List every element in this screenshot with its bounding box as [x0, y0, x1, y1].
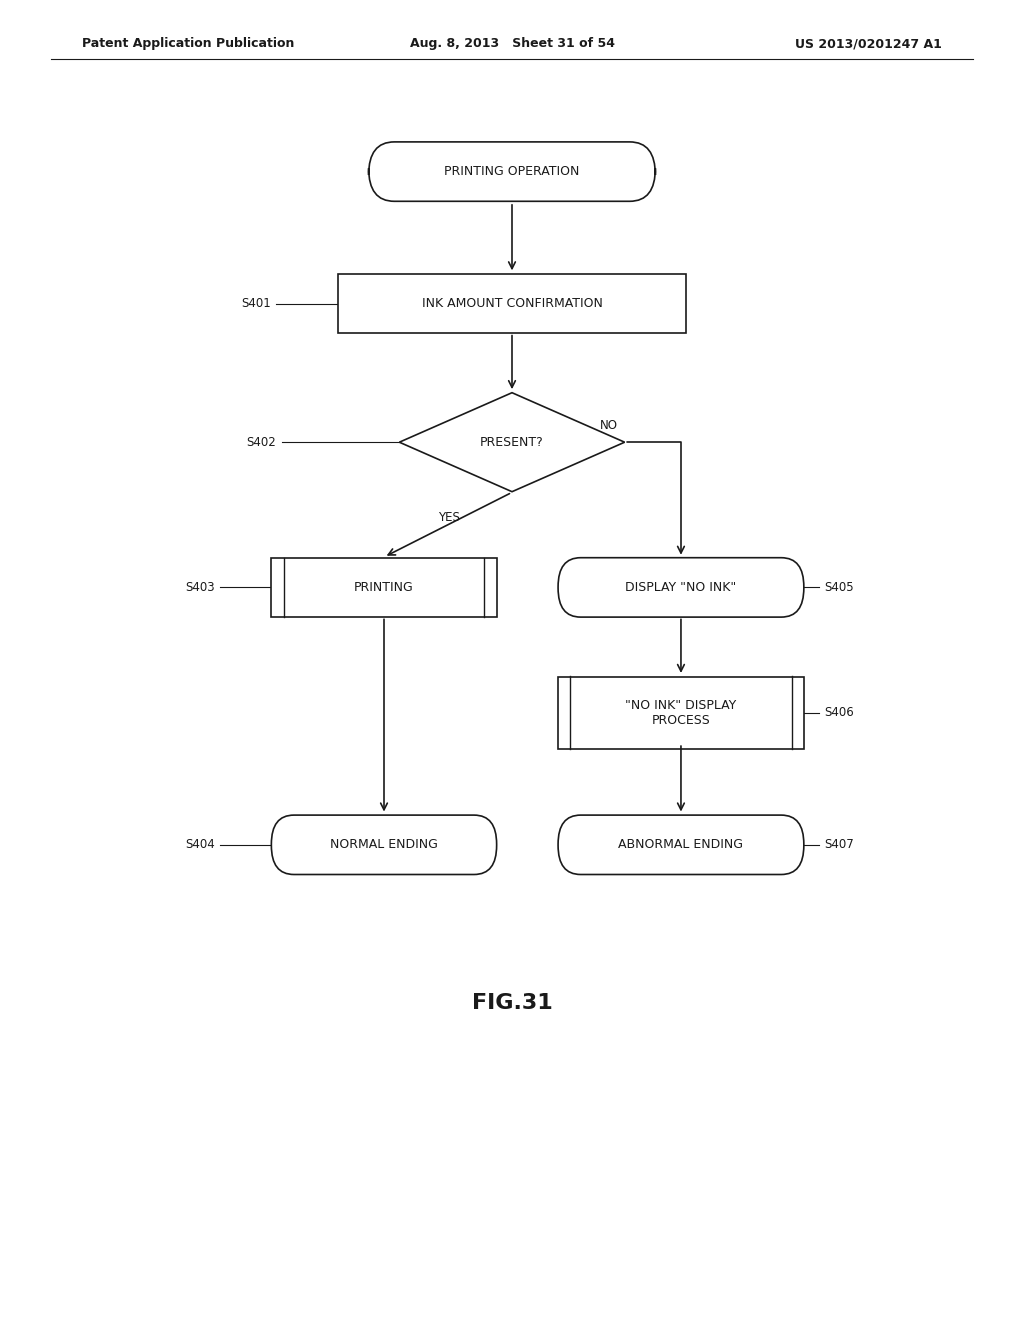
- Polygon shape: [399, 393, 625, 491]
- Text: PRESENT?: PRESENT?: [480, 436, 544, 449]
- Text: S402: S402: [247, 436, 276, 449]
- Text: NORMAL ENDING: NORMAL ENDING: [330, 838, 438, 851]
- FancyBboxPatch shape: [558, 816, 804, 875]
- Text: "NO INK" DISPLAY
PROCESS: "NO INK" DISPLAY PROCESS: [626, 698, 736, 727]
- FancyBboxPatch shape: [271, 816, 497, 875]
- Text: Aug. 8, 2013   Sheet 31 of 54: Aug. 8, 2013 Sheet 31 of 54: [410, 37, 614, 50]
- Text: Patent Application Publication: Patent Application Publication: [82, 37, 294, 50]
- FancyBboxPatch shape: [369, 141, 655, 201]
- Text: S401: S401: [242, 297, 271, 310]
- Bar: [271, 557, 497, 616]
- Text: FIG.31: FIG.31: [472, 993, 552, 1014]
- Text: S404: S404: [185, 838, 215, 851]
- Text: NO: NO: [600, 418, 618, 432]
- Text: ABNORMAL ENDING: ABNORMAL ENDING: [618, 838, 743, 851]
- Text: YES: YES: [437, 511, 460, 524]
- Text: US 2013/0201247 A1: US 2013/0201247 A1: [796, 37, 942, 50]
- Text: INK AMOUNT CONFIRMATION: INK AMOUNT CONFIRMATION: [422, 297, 602, 310]
- Text: PRINTING: PRINTING: [354, 581, 414, 594]
- Text: DISPLAY "NO INK": DISPLAY "NO INK": [626, 581, 736, 594]
- Text: S403: S403: [185, 581, 215, 594]
- Bar: [338, 273, 686, 333]
- FancyBboxPatch shape: [558, 557, 804, 616]
- Bar: [558, 676, 804, 750]
- Text: S405: S405: [824, 581, 854, 594]
- Text: PRINTING OPERATION: PRINTING OPERATION: [444, 165, 580, 178]
- Text: S407: S407: [824, 838, 854, 851]
- Text: S406: S406: [824, 706, 854, 719]
